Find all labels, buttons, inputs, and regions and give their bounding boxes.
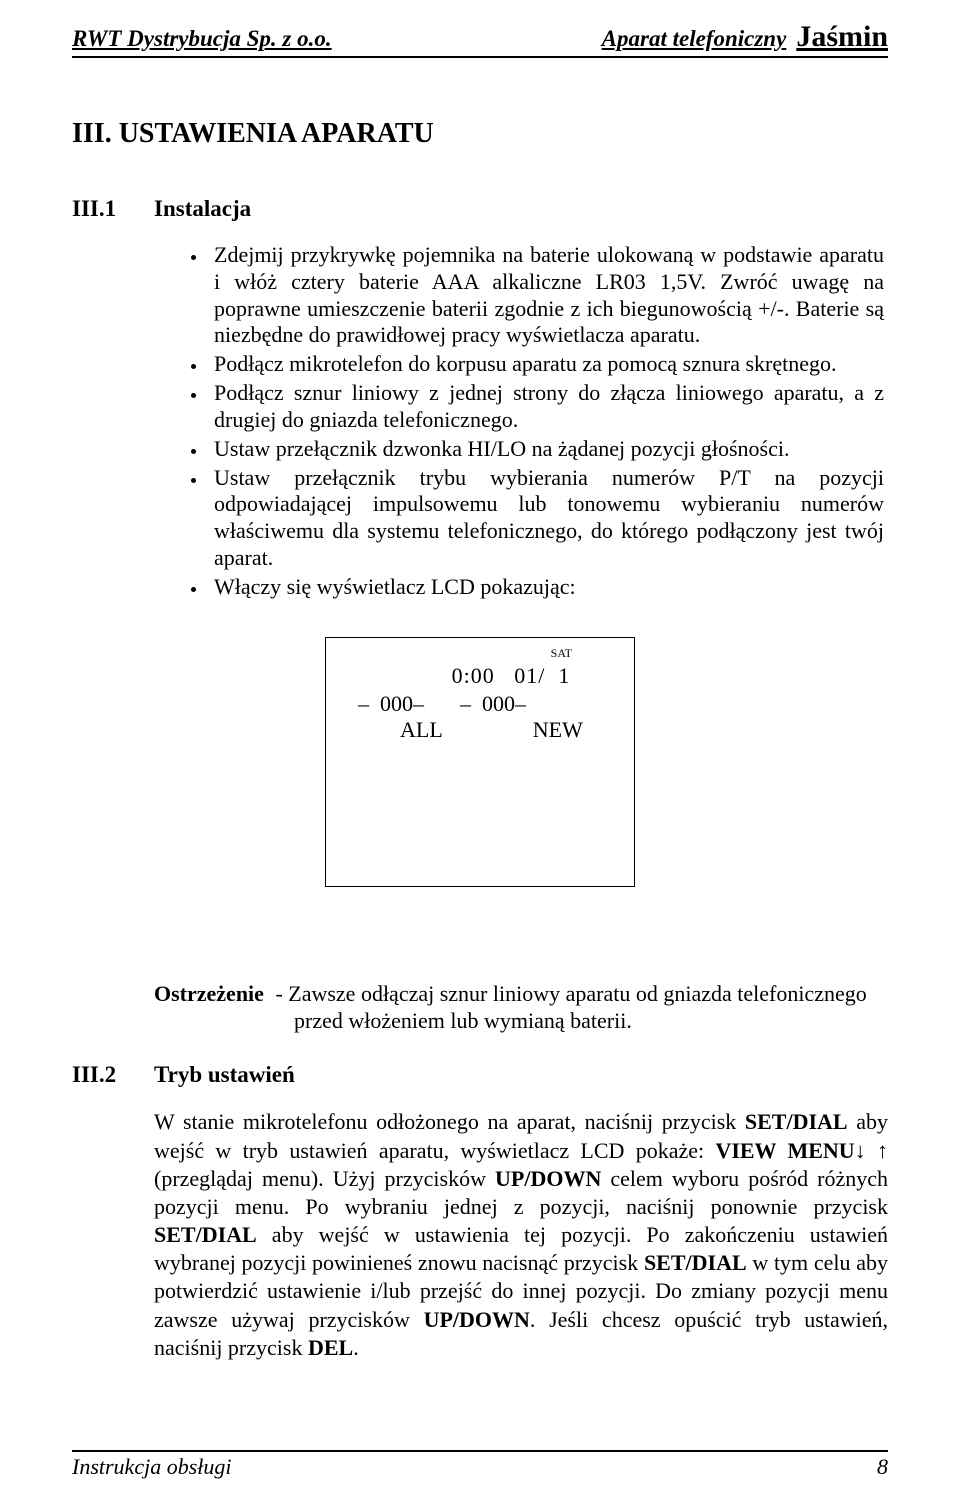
lcd-day: SAT — [326, 646, 634, 661]
warning-block: Ostrzeżenie - Zawsze odłączaj sznur lini… — [154, 981, 888, 1035]
key-del: DEL — [308, 1335, 353, 1360]
body-text: W stanie mikrotelefonu odłożonego na apa… — [154, 1109, 745, 1134]
step-item: Zdejmij przykrywkę pojemnika na baterie … — [208, 242, 884, 349]
step-item: Podłącz sznur liniowy z jednej strony do… — [208, 380, 884, 434]
lcd-labels-row: ALL NEW — [326, 717, 634, 743]
section-1-number: III.1 — [72, 196, 154, 222]
page-number: 8 — [877, 1454, 888, 1480]
step-item: Ustaw przełącznik dzwonka HI/LO na żądan… — [208, 436, 884, 463]
footer-title: Instrukcja obsługi — [72, 1454, 232, 1480]
body-text: . — [353, 1335, 359, 1360]
warning-line-1: - Zawsze odłączaj sznur liniowy aparatu … — [264, 981, 867, 1008]
lcd-new-count: – 000– — [460, 691, 526, 717]
key-updown: UP/DOWN — [424, 1307, 530, 1332]
section-2-number: III.2 — [72, 1062, 154, 1088]
company-name: RWT Dystrybucja Sp. z o.o. — [72, 26, 332, 52]
page-footer: Instrukcja obsługi 8 — [72, 1450, 888, 1480]
lcd-new-label: NEW — [533, 717, 583, 743]
lcd-all-count: – 000– — [358, 691, 424, 717]
installation-steps: Zdejmij przykrywkę pojemnika na baterie … — [182, 242, 884, 601]
lcd-display: SAT 0:00 01/ 1 – 000– – 000– ALL NEW — [325, 637, 635, 887]
section-1-title: Instalacja — [154, 196, 251, 222]
key-setdial: SET/DIAL — [745, 1109, 848, 1134]
lcd-counts-row: – 000– – 000– — [326, 691, 634, 717]
section-2-title: Tryb ustawień — [154, 1062, 295, 1088]
page-header: RWT Dystrybucja Sp. z o.o. Aparat telefo… — [72, 20, 888, 58]
section-2-heading: III.2 Tryb ustawień — [72, 1062, 888, 1088]
step-item: Włączy się wyświetlacz LCD pokazując: — [208, 574, 884, 601]
lcd-time-date: 0:00 01/ 1 — [326, 663, 634, 689]
section-2-body: W stanie mikrotelefonu odłożonego na apa… — [154, 1108, 888, 1361]
warning-label: Ostrzeżenie — [154, 981, 264, 1008]
warning-line-2: przed włożeniem lub wymianą baterii. — [154, 1008, 888, 1035]
lcd-display-container: SAT 0:00 01/ 1 – 000– – 000– ALL NEW — [72, 637, 888, 887]
key-setdial: SET/DIAL — [644, 1250, 747, 1275]
section-1-heading: III.1 Instalacja — [72, 196, 888, 222]
header-right: Aparat telefoniczny Jaśmin — [602, 20, 888, 54]
step-item: Ustaw przełącznik trybu wybierania numer… — [208, 465, 884, 572]
lcd-text-viewmenu: VIEW MENU — [715, 1138, 854, 1163]
product-label: Aparat telefoniczny — [602, 26, 787, 52]
key-updown: UP/DOWN — [495, 1166, 601, 1191]
lcd-all-label: ALL — [400, 717, 443, 743]
step-item: Podłącz mikrotelefon do korpusu aparatu … — [208, 351, 884, 378]
chapter-title: III. USTAWIENIA APARATU — [72, 118, 888, 150]
brand-name: Jaśmin — [796, 20, 888, 54]
key-setdial: SET/DIAL — [154, 1222, 257, 1247]
